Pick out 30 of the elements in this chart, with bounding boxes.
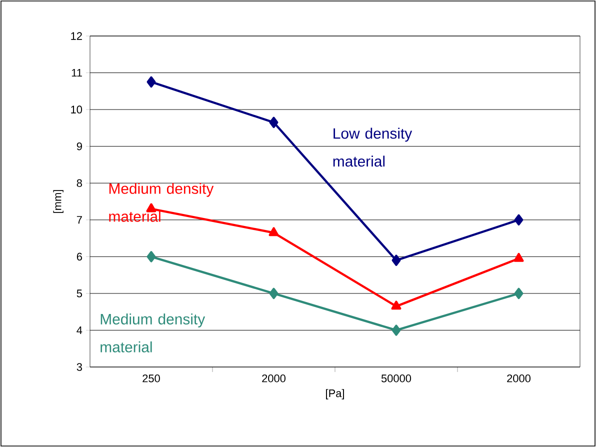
y-axis-title: [mm] bbox=[53, 190, 64, 213]
point bbox=[514, 288, 524, 300]
point bbox=[514, 214, 524, 226]
x-tick-label: 50000 bbox=[381, 374, 412, 382]
point bbox=[269, 116, 278, 128]
series-label: Low density material bbox=[333, 128, 412, 167]
y-tick-label: 5 bbox=[76, 290, 82, 298]
y-tick-label: 6 bbox=[76, 252, 82, 261]
point bbox=[514, 252, 524, 262]
point bbox=[268, 227, 279, 236]
x-tick-label: 250 bbox=[142, 374, 160, 382]
y-tick-label: 7 bbox=[76, 216, 82, 224]
point bbox=[391, 300, 402, 310]
series-label: Medium density material bbox=[109, 182, 214, 222]
x-tick-label: 2000 bbox=[507, 374, 530, 382]
y-tick-label: 8 bbox=[76, 179, 82, 187]
y-tick-label: 12 bbox=[71, 32, 82, 40]
text: Medium density material bbox=[100, 314, 206, 352]
point bbox=[146, 251, 156, 262]
y-tick-label: 10 bbox=[71, 106, 82, 114]
x-tick-label: 2000 bbox=[262, 374, 286, 382]
y-tick-label: 9 bbox=[76, 142, 82, 150]
y-tick-label: 11 bbox=[72, 69, 82, 77]
point bbox=[269, 288, 278, 300]
x-axis-title: [Pa] bbox=[326, 389, 344, 400]
point bbox=[392, 324, 401, 336]
point bbox=[392, 254, 401, 266]
point bbox=[146, 76, 156, 88]
y-tick-label: 3 bbox=[76, 363, 82, 371]
y-tick-label: 4 bbox=[76, 326, 82, 334]
